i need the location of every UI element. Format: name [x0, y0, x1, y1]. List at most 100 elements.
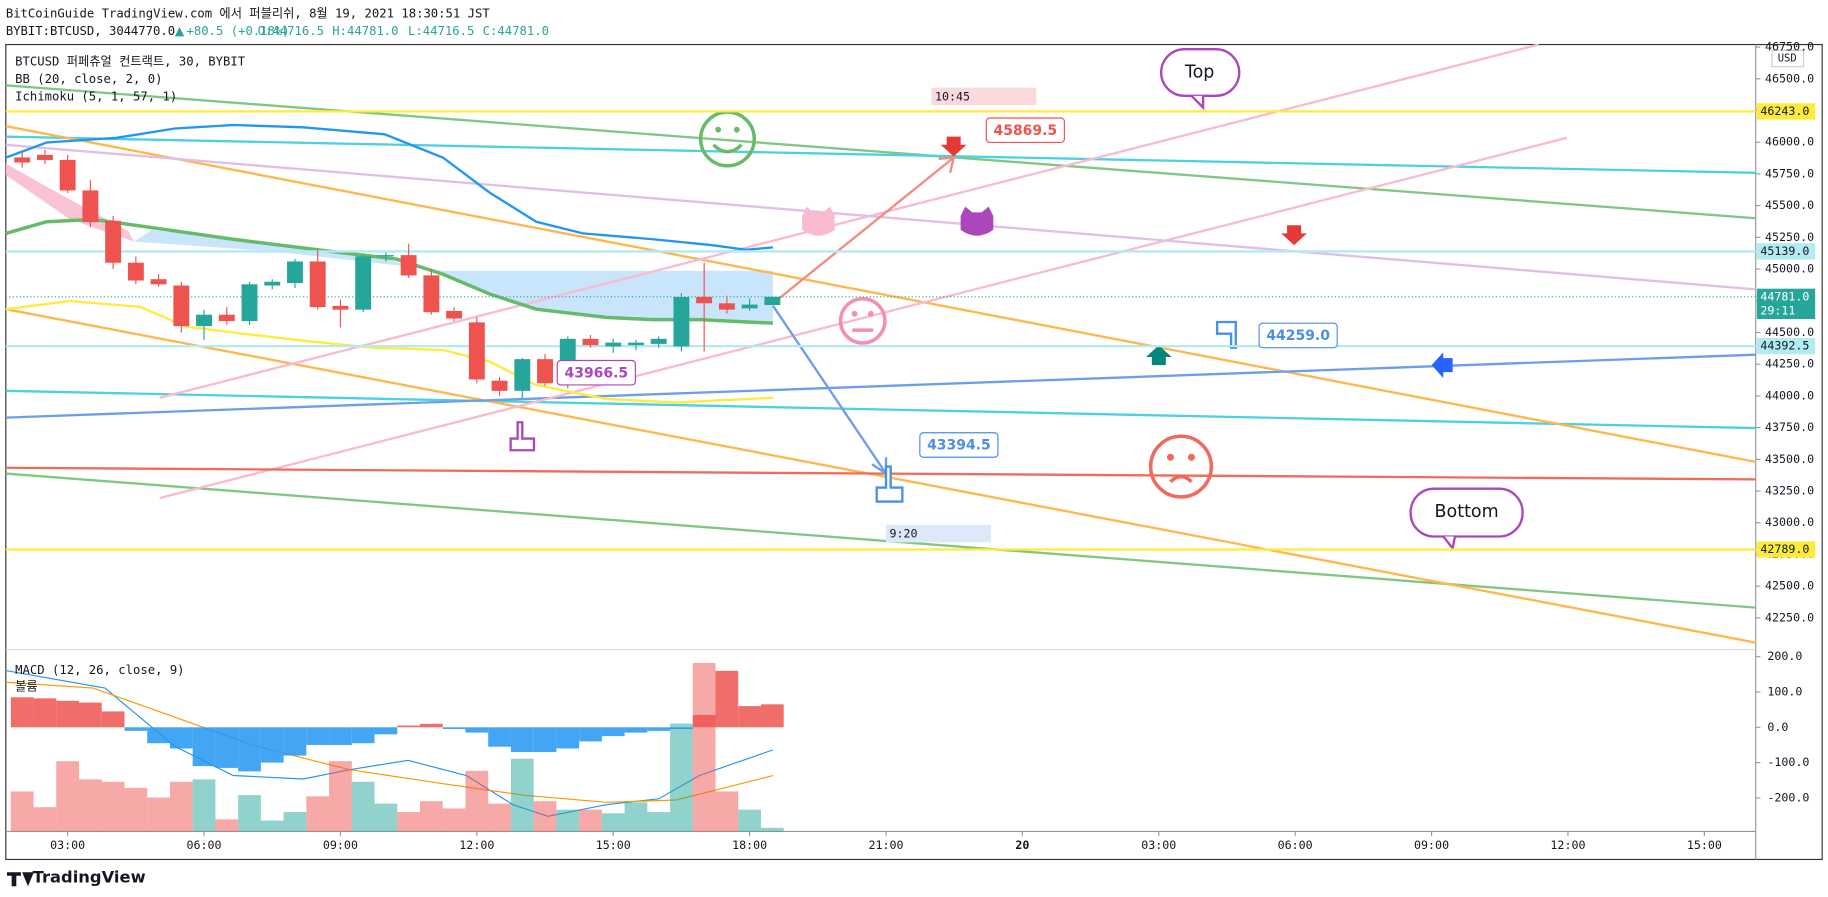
callout-box — [985, 117, 1065, 144]
volume-bar — [624, 802, 648, 832]
trend-line — [5, 125, 1756, 464]
volume-bar — [306, 796, 330, 832]
volume-bar — [101, 781, 125, 832]
chart-layer: BTCUSD 퍼페츄얼 컨트랙트, 30, BYBIT BB (20, close… — [5, 40, 1816, 852]
candle-body — [150, 279, 167, 285]
volume-bar — [397, 812, 421, 832]
trend-line — [5, 472, 1756, 609]
macd-bar — [760, 704, 784, 728]
eye — [867, 310, 874, 317]
y-tick-label: 42250.0 — [1765, 610, 1814, 624]
cat-icon — [802, 206, 835, 236]
candle-body — [14, 157, 31, 163]
volume-bar — [579, 809, 602, 832]
y-tick-label: 46000.0 — [1765, 135, 1814, 149]
candle-body — [468, 322, 485, 380]
volume-bar — [169, 781, 193, 832]
price-label: 46243.0 — [1760, 104, 1809, 118]
macd-bar — [510, 727, 534, 753]
candle-body — [741, 304, 758, 309]
price-label: 44781.0 — [1760, 289, 1809, 303]
volume-bar — [79, 779, 102, 832]
volume-bar — [215, 819, 239, 832]
volume-bar — [533, 801, 557, 832]
macd-bar — [147, 727, 170, 744]
eye — [1187, 453, 1195, 461]
volume-bar — [715, 791, 739, 832]
x-tick-label: 12:00 — [1550, 838, 1585, 852]
candle-body — [673, 296, 690, 347]
price-label-bg — [1756, 288, 1816, 319]
logo-icon — [6, 872, 34, 887]
legend-entry: 볼륨 — [15, 679, 38, 693]
macd-bar — [601, 727, 625, 737]
macd-bar — [465, 727, 489, 733]
trend-line — [5, 135, 1756, 174]
volume-bar — [420, 801, 443, 832]
arrow — [772, 156, 955, 305]
macd-bar — [79, 702, 102, 728]
x-tick-label: 21:00 — [868, 838, 903, 852]
price-label-bg — [1756, 243, 1816, 260]
macd-line — [5, 670, 774, 817]
eye — [851, 310, 858, 317]
candle-body — [491, 380, 508, 391]
macd-bar — [692, 714, 716, 728]
callout-box — [919, 432, 999, 458]
x-tick-label: 06:00 — [1278, 838, 1313, 852]
volume-bar — [10, 791, 34, 832]
legend-entry: BB (20, close, 2, 0) — [15, 72, 162, 86]
time-label-bg — [931, 87, 1037, 106]
candle-body — [127, 262, 144, 281]
macd-bar — [647, 727, 671, 731]
volume-bar — [329, 761, 352, 832]
y-tick-label: 43000.0 — [1765, 515, 1814, 529]
candle-body — [309, 261, 326, 308]
ichimoku-line — [5, 217, 774, 325]
volume-bar — [238, 795, 261, 832]
price-label: 44392.5 — [1760, 339, 1809, 353]
macd-bar — [124, 727, 148, 731]
y-tick-label: 100.0 — [1767, 684, 1802, 698]
macd-bar — [397, 725, 421, 728]
volume-bar — [124, 787, 148, 832]
trend-line — [5, 84, 1756, 220]
candle-body — [173, 285, 190, 327]
macd-bar — [624, 727, 648, 733]
up-triangle — [174, 27, 185, 37]
x-tick-label: 06:00 — [187, 838, 222, 852]
ohlc: O:44716.5 — [258, 24, 324, 38]
macd-bar — [579, 727, 602, 742]
trend-line — [159, 43, 1540, 399]
macd-bar — [101, 711, 125, 728]
volume-bar — [556, 809, 580, 832]
candle-body — [537, 359, 553, 384]
volume-bar — [692, 662, 716, 832]
countdown: 29:11 — [1760, 303, 1795, 317]
x-tick-label: 15:00 — [596, 838, 631, 852]
callout-box — [1258, 322, 1338, 349]
volume-bar — [56, 761, 80, 832]
volume-bar — [488, 803, 511, 832]
legend-entry: MACD (12, 26, close, 9) — [15, 663, 184, 677]
candle-body — [36, 154, 53, 160]
volume-bar — [192, 779, 216, 832]
macd-bar — [442, 727, 466, 730]
neutral-face — [838, 296, 887, 345]
down-arrow — [1281, 225, 1307, 246]
candle-body — [423, 275, 440, 313]
cloud — [134, 229, 773, 324]
macd-bar — [738, 706, 761, 728]
mouth — [1169, 474, 1193, 484]
x-tick-label: 03:00 — [1141, 838, 1176, 852]
candle-body — [332, 305, 349, 310]
eye — [733, 126, 740, 133]
macd-bar — [33, 698, 57, 728]
macd-bar — [533, 727, 557, 753]
macd-bar — [715, 670, 739, 728]
y-tick-label: 45750.0 — [1765, 166, 1814, 180]
candle-body — [377, 255, 394, 257]
last-price: 44770.0 — [124, 24, 176, 38]
ohlc: H:44781.0 — [332, 24, 398, 38]
